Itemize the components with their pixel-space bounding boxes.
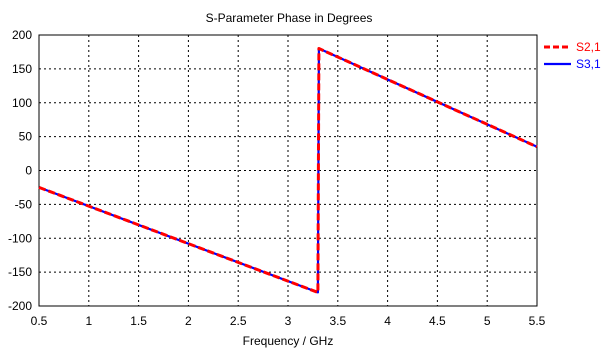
y-axis-ticks: 200 150 100 50 0 -50 -100 -150 -200 — [8, 28, 32, 313]
y-tick-label: 100 — [12, 96, 32, 110]
y-tick-label: -200 — [8, 299, 32, 313]
chart-title: S-Parameter Phase in Degrees — [206, 11, 373, 25]
plot-frame — [38, 34, 538, 307]
legend-label: S3,1 — [576, 57, 601, 71]
x-tick-label: 0.5 — [31, 314, 48, 328]
legend-label: S2,1 — [576, 40, 601, 54]
x-tick-label: 2.5 — [230, 314, 247, 328]
x-tick-label: 1.5 — [130, 314, 147, 328]
x-axis-ticks: 0.5 1 1.5 2 2.5 3 3.5 4 4.5 5 5.5 — [31, 314, 546, 328]
grid-lines — [39, 35, 537, 306]
x-tick-label: 3.5 — [329, 314, 346, 328]
x-axis-label: Frequency / GHz — [243, 334, 334, 348]
x-tick-label: 5.5 — [529, 314, 546, 328]
x-tick-label: 1 — [85, 314, 92, 328]
y-tick-label: -150 — [8, 265, 32, 279]
x-tick-label: 4 — [384, 314, 391, 328]
y-tick-label: 0 — [25, 164, 32, 178]
y-tick-label: -100 — [8, 231, 32, 245]
x-tick-label: 5 — [484, 314, 491, 328]
legend: S2,1 S3,1 — [544, 40, 601, 71]
x-tick-label: 2 — [185, 314, 192, 328]
y-tick-label: 200 — [12, 28, 32, 42]
series-line-s2-1 — [38, 47, 538, 294]
x-tick-label: 3 — [285, 314, 292, 328]
y-tick-label: -50 — [15, 197, 33, 211]
y-tick-label: 150 — [12, 62, 32, 76]
series-layer — [38, 47, 538, 294]
x-tick-label: 4.5 — [429, 314, 446, 328]
y-tick-label: 50 — [19, 130, 33, 144]
